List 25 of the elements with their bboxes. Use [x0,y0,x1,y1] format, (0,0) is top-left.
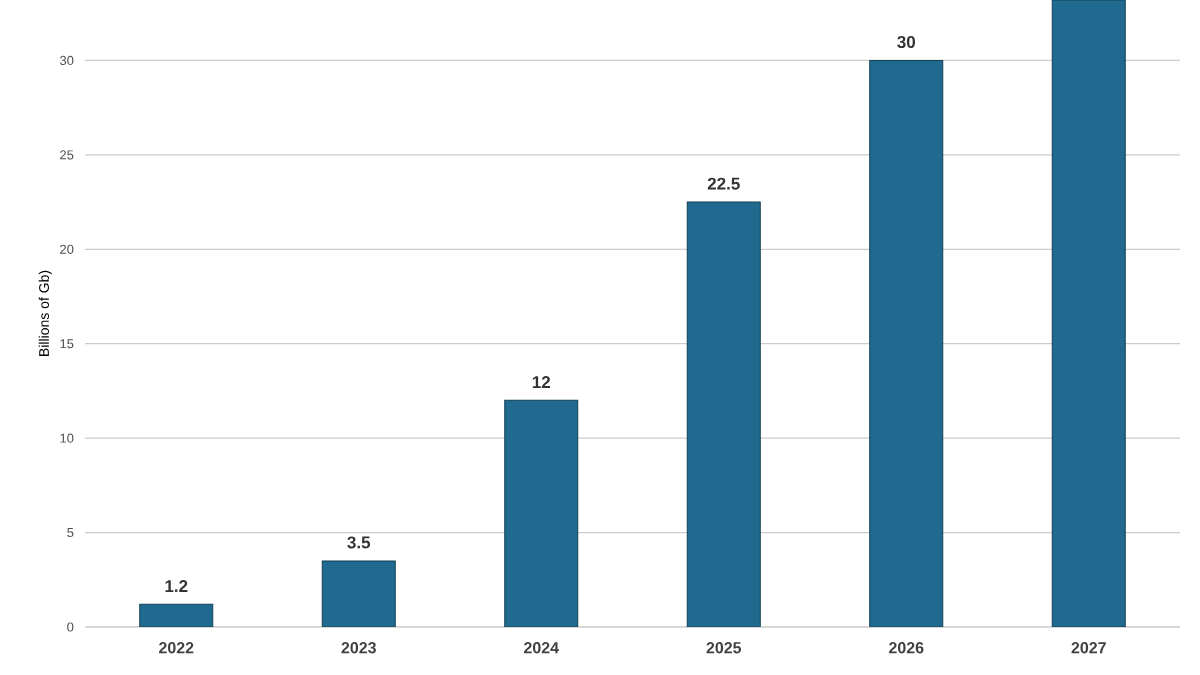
data-label: 12 [532,376,551,388]
bar [321,560,396,627]
x-tick-label: 2022 [159,642,194,654]
y-tick-label: 20 [60,244,74,254]
y-tick-label: 5 [67,528,74,538]
bar [869,59,944,627]
y-axis-title: Billions of Gb) [38,270,52,356]
bar [139,603,214,627]
bar [1051,0,1126,627]
x-tick-label: 2025 [706,642,742,654]
x-tick-label: 2027 [1071,642,1106,654]
data-label: 1.2 [165,580,188,592]
x-tick-label: 2023 [341,642,376,654]
data-label: 22.5 [707,177,740,190]
bar [504,399,579,627]
y-tick-label: 30 [59,55,74,66]
data-label: 30 [897,35,915,49]
bar [686,201,761,627]
x-tick-label: 2024 [524,642,559,654]
y-tick-label: 25 [60,150,74,160]
y-tick-label: 15 [60,339,74,349]
y-tick-label: 10 [60,433,74,443]
x-tick-label: 2026 [889,642,924,654]
data-label: 3.5 [347,536,371,549]
y-tick-label: 0 [67,622,74,632]
